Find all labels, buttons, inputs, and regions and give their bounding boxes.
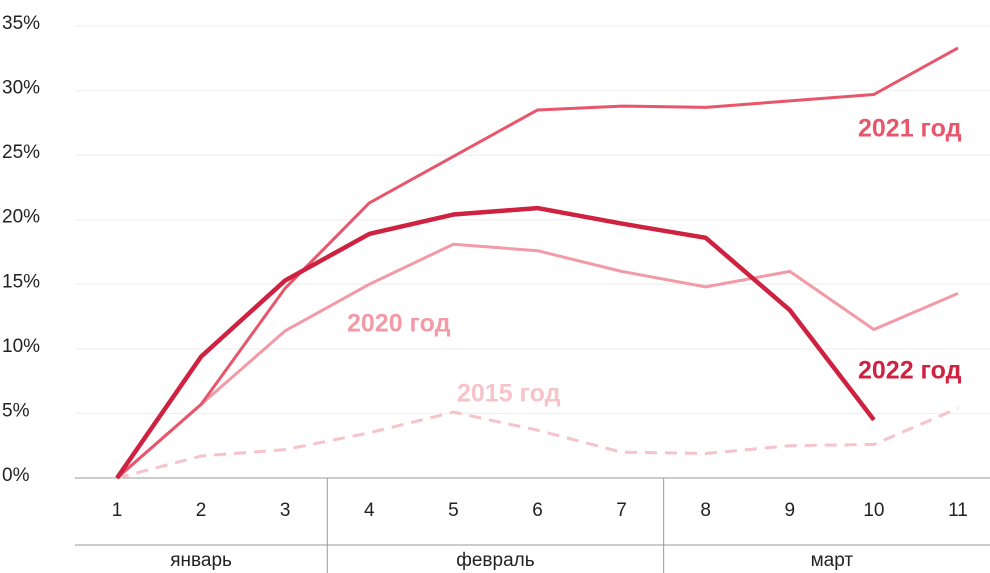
x-tick-label: 6 [532, 500, 543, 521]
y-tick-label: 25% [2, 142, 40, 163]
x-tick-label: 8 [700, 500, 711, 521]
y-tick-label: 20% [2, 207, 40, 228]
x-tick-label: 9 [785, 500, 796, 521]
x-tick-label: 11 [948, 500, 968, 521]
x-tick-label: 2 [196, 500, 207, 521]
group-label: март [811, 550, 854, 571]
series-label: 2015 год [457, 380, 561, 408]
y-tick-label: 10% [2, 336, 40, 357]
series-line [116, 46, 959, 480]
series-label: 2021 год [858, 115, 962, 143]
series-line [116, 242, 959, 480]
y-tick-label: 30% [2, 78, 40, 99]
y-tick-label: 15% [2, 271, 40, 292]
x-tick-label: 7 [616, 500, 627, 521]
y-tick-label: 35% [2, 13, 40, 34]
y-tick-label: 5% [2, 400, 30, 421]
series-label: 2022 год [858, 357, 962, 385]
x-tick-label: 4 [364, 500, 375, 521]
x-tick-label: 3 [280, 500, 291, 521]
x-tick-label: 10 [863, 500, 884, 521]
x-tick-label: 1 [112, 500, 123, 521]
group-label: январь [170, 550, 232, 571]
x-tick-label: 5 [448, 500, 459, 521]
series-label: 2020 год [347, 310, 451, 338]
group-label: февраль [456, 550, 535, 571]
series-line [116, 406, 959, 480]
series-line [115, 205, 876, 480]
y-tick-label: 0% [2, 465, 30, 486]
